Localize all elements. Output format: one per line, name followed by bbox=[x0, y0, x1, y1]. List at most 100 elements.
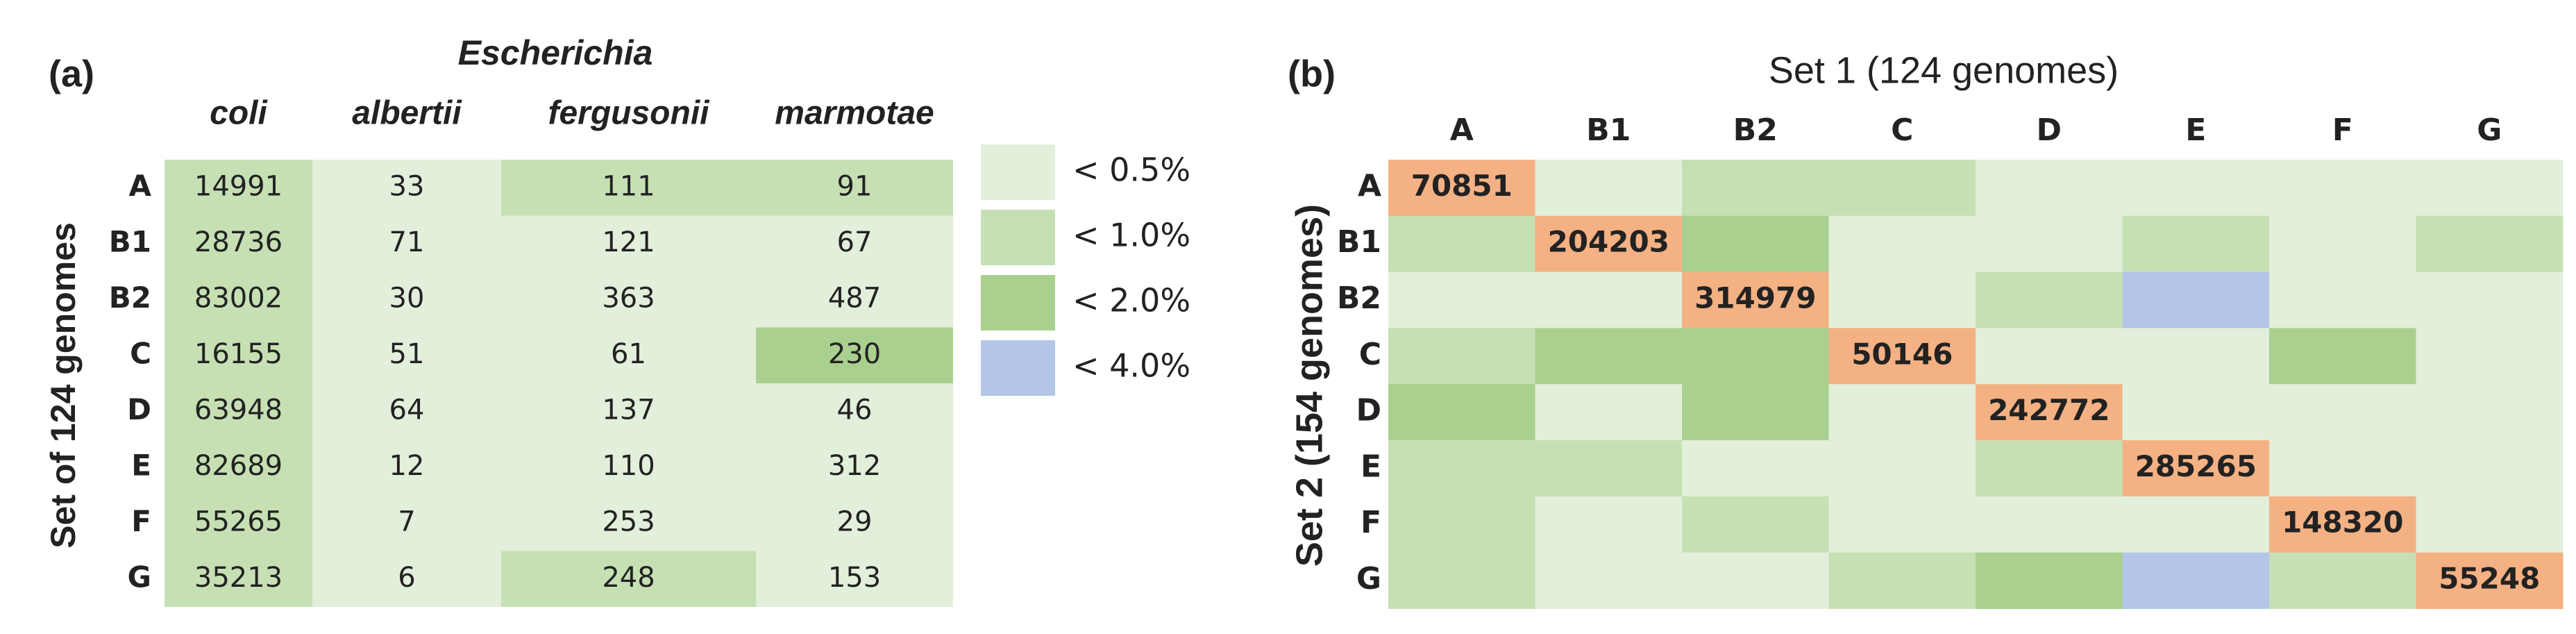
cell-value: 137 bbox=[602, 394, 655, 426]
cell-value: 33 bbox=[389, 170, 425, 202]
column-header: A bbox=[1450, 112, 1474, 148]
cell bbox=[165, 215, 312, 272]
row-header: A bbox=[128, 169, 151, 203]
cell bbox=[1682, 384, 1829, 441]
row-header: E bbox=[131, 448, 151, 482]
legend-swatch bbox=[981, 340, 1055, 396]
cell bbox=[312, 439, 501, 495]
row-axis-label: Set 2 (154 genomes) bbox=[1288, 204, 1330, 567]
cell bbox=[1976, 384, 2123, 441]
cell bbox=[312, 551, 501, 607]
cell bbox=[2122, 440, 2270, 497]
cell bbox=[756, 272, 953, 328]
panel-label: (b) bbox=[1288, 53, 1336, 94]
cell bbox=[1388, 328, 1535, 385]
cell bbox=[756, 215, 953, 272]
legend-label: < 0.5% bbox=[1072, 151, 1190, 189]
cell bbox=[1388, 440, 1535, 497]
cell-value: 51 bbox=[389, 338, 425, 370]
row-header: G bbox=[128, 560, 151, 594]
cell bbox=[1828, 552, 1976, 609]
cell bbox=[312, 383, 501, 440]
cell-value: 83002 bbox=[194, 282, 283, 314]
cell-value: 35213 bbox=[194, 562, 283, 594]
legend-swatch bbox=[981, 144, 1055, 200]
column-header: D bbox=[2036, 112, 2062, 148]
cell bbox=[2122, 384, 2270, 441]
row-header: D bbox=[127, 392, 151, 426]
cell bbox=[2416, 215, 2564, 273]
cell bbox=[1682, 160, 1829, 217]
legend-label: < 2.0% bbox=[1072, 282, 1190, 319]
cell-value: 253 bbox=[602, 506, 655, 537]
cell bbox=[756, 160, 953, 216]
cell-value: 12 bbox=[389, 450, 425, 482]
diagonal-value: 242772 bbox=[1988, 393, 2110, 427]
cell bbox=[1535, 496, 1683, 553]
cell-value: 153 bbox=[828, 562, 881, 594]
cell bbox=[165, 327, 312, 383]
cell bbox=[756, 439, 953, 495]
cell bbox=[756, 327, 953, 383]
cell bbox=[1828, 440, 1976, 497]
cell bbox=[2416, 328, 2564, 385]
cell bbox=[756, 551, 953, 607]
cell-value: 487 bbox=[828, 282, 881, 314]
cell bbox=[1535, 440, 1683, 497]
cell bbox=[1388, 215, 1535, 273]
column-header: coli bbox=[210, 95, 268, 132]
cell-value: 16155 bbox=[194, 338, 283, 370]
cell bbox=[2416, 384, 2564, 441]
cell-value: 30 bbox=[389, 282, 425, 314]
cell bbox=[165, 383, 312, 440]
cell bbox=[2416, 552, 2564, 609]
cell-value: 7 bbox=[398, 506, 415, 537]
cell bbox=[312, 215, 501, 272]
cell-value: 82689 bbox=[194, 450, 283, 482]
cell-value: 46 bbox=[837, 394, 873, 426]
column-header: B1 bbox=[1586, 112, 1631, 148]
cell bbox=[1682, 328, 1829, 385]
cell bbox=[2269, 215, 2416, 273]
row-header: F bbox=[1361, 505, 1381, 540]
cell-value: 110 bbox=[602, 450, 655, 482]
cell bbox=[1682, 215, 1829, 273]
cell bbox=[501, 160, 756, 216]
cell bbox=[312, 160, 501, 216]
cell bbox=[1828, 496, 1976, 553]
cell bbox=[501, 272, 756, 328]
cell bbox=[312, 495, 501, 551]
cell-value: 55265 bbox=[194, 506, 283, 537]
cell bbox=[165, 160, 312, 216]
row-header: G bbox=[1356, 561, 1381, 597]
cell bbox=[501, 327, 756, 383]
cell-value: 111 bbox=[602, 170, 655, 202]
cell-value: 29 bbox=[837, 506, 873, 537]
cell bbox=[1828, 328, 1976, 385]
row-header: B2 bbox=[1337, 281, 1381, 316]
cell-value: 67 bbox=[837, 226, 873, 258]
cell bbox=[1535, 160, 1683, 217]
cell bbox=[165, 272, 312, 328]
cell bbox=[1828, 384, 1976, 441]
cell-value: 61 bbox=[611, 338, 646, 370]
cell bbox=[2416, 496, 2564, 553]
cell bbox=[1388, 496, 1535, 553]
cell bbox=[165, 551, 312, 607]
cell bbox=[2269, 160, 2416, 217]
cell bbox=[1535, 552, 1683, 609]
cell bbox=[165, 439, 312, 495]
cell bbox=[1535, 272, 1683, 328]
cell-value: 121 bbox=[602, 226, 655, 258]
cell bbox=[1388, 384, 1535, 441]
cell-value: 63948 bbox=[194, 394, 283, 426]
cell bbox=[1976, 215, 2123, 273]
diagonal-value: 50146 bbox=[1851, 337, 1953, 371]
cell bbox=[2122, 328, 2270, 385]
cell-value: 6 bbox=[398, 562, 415, 594]
cell bbox=[501, 551, 756, 607]
cell bbox=[1976, 552, 2123, 609]
cell bbox=[501, 215, 756, 272]
row-header: B1 bbox=[109, 224, 151, 258]
